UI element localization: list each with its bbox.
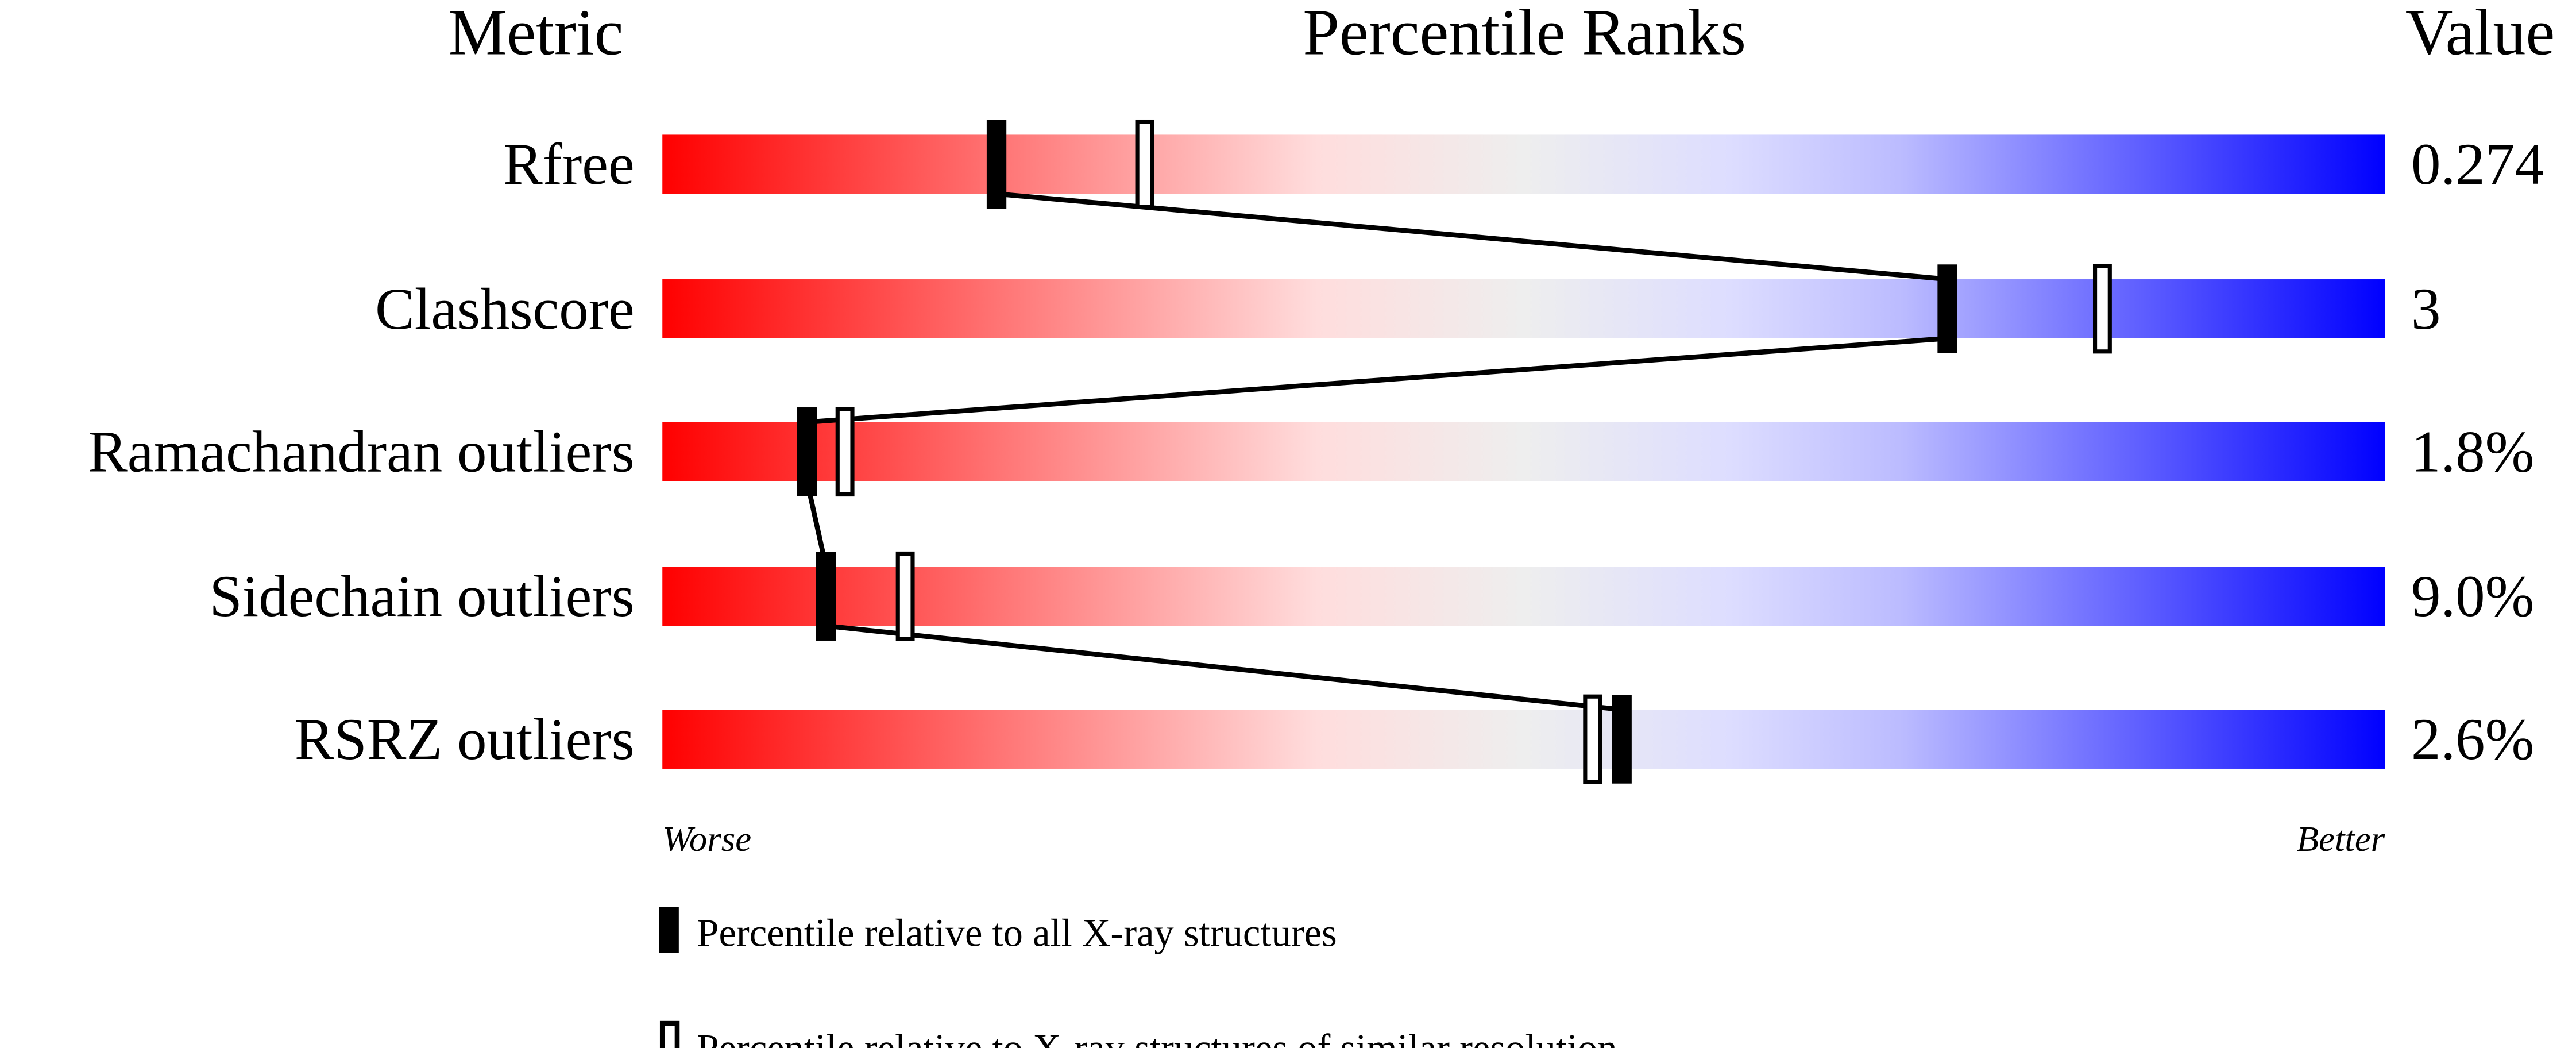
percentile-bar — [662, 710, 2385, 769]
marker-similar-resolution — [1135, 119, 1154, 209]
axis-label-worse: Worse — [662, 819, 751, 859]
marker-similar-resolution — [2092, 264, 2112, 354]
marker-similar-resolution — [895, 551, 915, 641]
percentile-bar — [662, 422, 2385, 481]
metric-value: 0.274 — [2411, 132, 2544, 197]
percentile-bar — [662, 279, 2385, 338]
axis-label-better: Better — [2297, 819, 2385, 859]
marker-all-structures — [1937, 264, 1957, 353]
metric-label: Rfree — [503, 132, 635, 197]
connector-line — [825, 623, 1623, 712]
legend-open-marker — [659, 1020, 680, 1048]
header-value: Value — [2405, 0, 2555, 68]
header-percentile-ranks: Percentile Ranks — [1303, 0, 1746, 68]
metric-value: 1.8% — [2411, 419, 2534, 485]
legend-label-similar: Percentile relative to X-ray structures … — [697, 1026, 1617, 1048]
connector-line — [806, 336, 1948, 425]
legend-label-all: Percentile relative to all X-ray structu… — [697, 911, 1337, 955]
metric-label: Sidechain outliers — [209, 564, 634, 629]
metric-label: Clashscore — [375, 276, 635, 342]
metric-value: 9.0% — [2411, 564, 2534, 629]
marker-similar-resolution — [835, 407, 855, 497]
marker-all-structures — [986, 120, 1007, 209]
header-metric: Metric — [449, 0, 624, 68]
metric-label: Ramachandran outliers — [88, 419, 635, 485]
marker-all-structures — [816, 552, 836, 641]
metric-value: 2.6% — [2411, 707, 2534, 772]
metric-value: 3 — [2411, 276, 2440, 342]
connector-line — [996, 191, 1948, 282]
metric-label: RSRZ outliers — [295, 707, 635, 772]
marker-all-structures — [797, 407, 817, 496]
legend-filled-marker — [659, 907, 679, 953]
marker-all-structures — [1612, 695, 1632, 784]
marker-similar-resolution — [1583, 694, 1602, 784]
percentile-bar — [662, 134, 2385, 194]
percentile-bar — [662, 567, 2385, 626]
